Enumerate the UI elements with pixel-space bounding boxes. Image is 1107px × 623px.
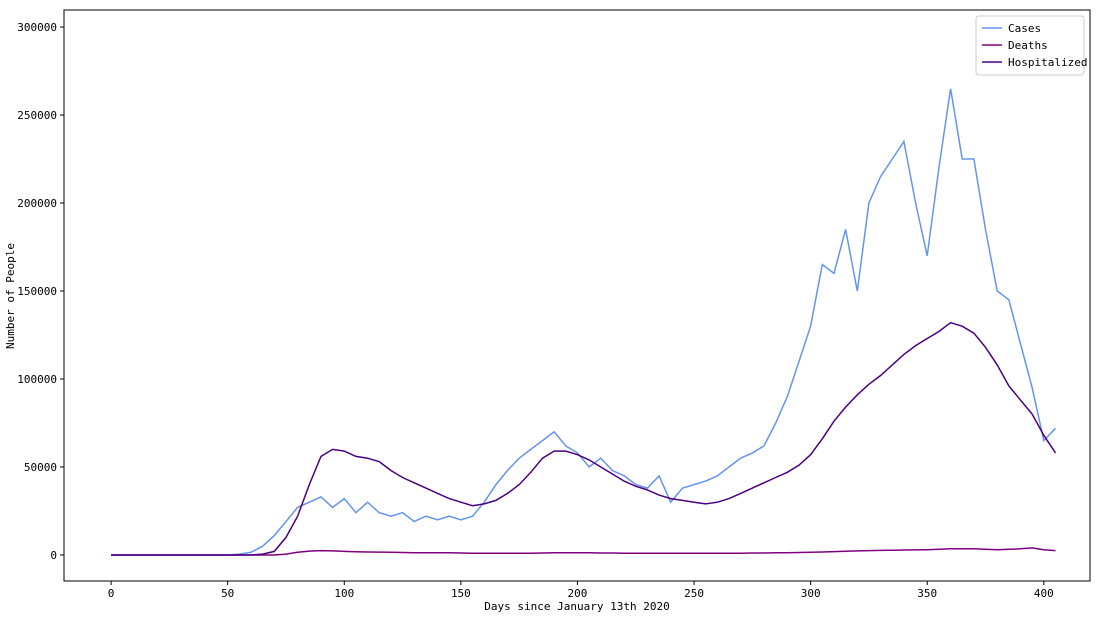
line [111,321,1057,556]
y-tick-label: 200000 [17,197,57,210]
legend-label: Cases [1008,22,1041,35]
x-tick-label: 100 [334,587,354,600]
line [111,547,1056,556]
x-tick-label: 250 [684,587,704,600]
x-tick-label: 300 [801,587,821,600]
x-tick-label: 50 [221,587,234,600]
line [111,88,1057,556]
x-tick-label: 350 [917,587,937,600]
x-tick-label: 0 [108,587,115,600]
x-tick-label: 200 [568,587,588,600]
legend-label: Deaths [1008,39,1048,52]
y-tick-label: 250000 [17,109,57,122]
y-axis-label: Number of People [4,243,17,349]
axes-frame [63,9,1091,582]
x-tick-label: 400 [1034,587,1054,600]
y-tick-label: 150000 [17,285,57,298]
legend-label: Hospitalized [1008,56,1087,69]
y-tick-label: 50000 [24,461,57,474]
y-tick-label: 0 [50,549,57,562]
legend [975,15,1085,76]
x-axis-label: Days since January 13th 2020 [484,600,669,613]
y-tick-label: 100000 [17,373,57,386]
x-tick-label: 150 [451,587,471,600]
y-tick-label: 300000 [17,21,57,34]
